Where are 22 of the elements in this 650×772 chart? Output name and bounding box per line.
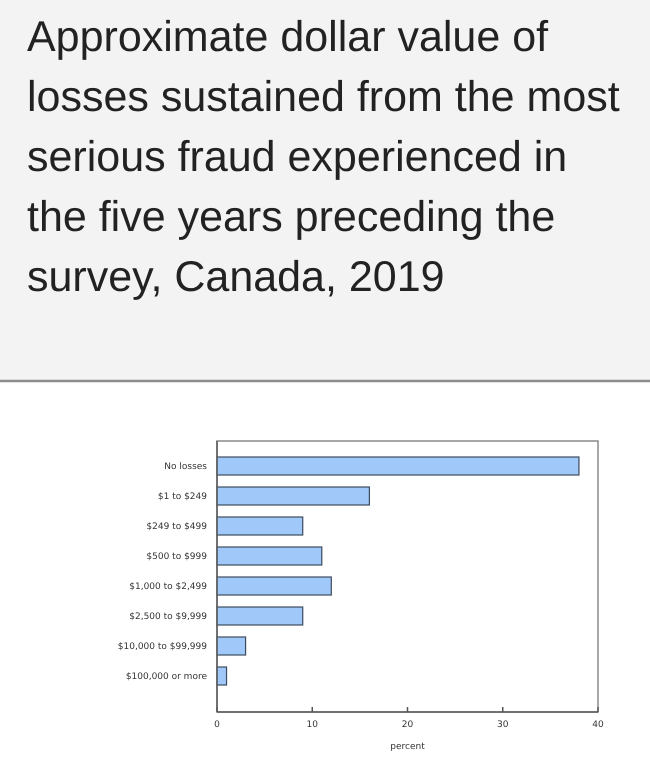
bar <box>216 486 370 506</box>
bar <box>216 516 304 536</box>
bar <box>216 546 322 566</box>
bar <box>216 456 580 476</box>
x-tick-label: 30 <box>497 720 509 730</box>
x-tick-label: 0 <box>214 720 220 730</box>
bar <box>216 576 332 596</box>
y-tick-label: $1 to $249 <box>158 492 208 502</box>
x-tick-label: 40 <box>592 720 604 730</box>
x-tick-label: 20 <box>402 720 414 730</box>
y-tick-label: $10,000 to $99,999 <box>118 642 208 652</box>
y-tick-label: $500 to $999 <box>146 552 208 562</box>
y-tick-label: $249 to $499 <box>146 522 208 532</box>
x-tick-label: 10 <box>306 720 318 730</box>
chart-title: Approximate dollar value of losses sustained from the most serious fraud experienced in the five years preceding the survey, Canada, 2019 <box>27 13 620 301</box>
y-tick-label: $1,000 to $2,499 <box>129 582 208 592</box>
x-axis-title: percent <box>390 742 426 752</box>
y-tick-label: $2,500 to $9,999 <box>129 612 208 622</box>
bar <box>216 636 246 656</box>
y-tick-label: $100,000 or more <box>126 672 208 682</box>
y-tick-label: No losses <box>164 462 208 472</box>
bar <box>216 606 304 626</box>
